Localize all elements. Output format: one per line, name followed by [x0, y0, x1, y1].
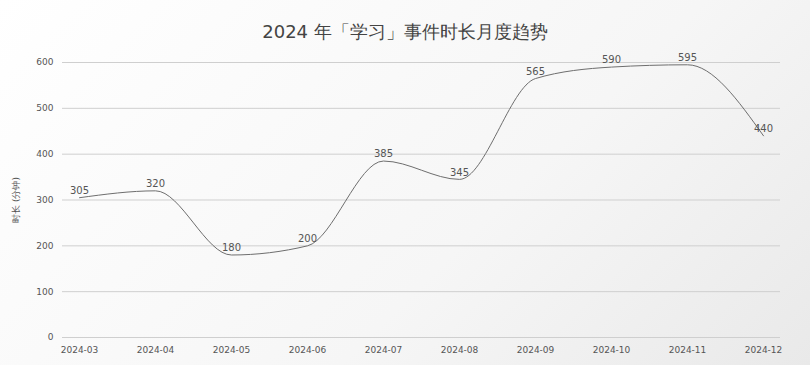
svg-text:590: 590: [602, 54, 621, 65]
svg-text:595: 595: [678, 52, 697, 63]
svg-text:345: 345: [450, 167, 469, 178]
html-text:2024 年「学习」事件时长月度趋势: 2024 年「学习」事件时长月度趋势: [262, 21, 548, 42]
svg-text:2024-08: 2024-08: [441, 345, 479, 355]
svg-text:200: 200: [36, 241, 53, 251]
svg-text:2024-09: 2024-09: [517, 345, 555, 355]
svg-text:320: 320: [146, 178, 165, 189]
svg-text:100: 100: [36, 287, 53, 297]
svg-text:0: 0: [48, 332, 54, 342]
svg-text:2024-03: 2024-03: [61, 345, 99, 355]
svg-text:600: 600: [36, 57, 53, 67]
svg-text:2024-06: 2024-06: [289, 345, 327, 355]
svg-text:305: 305: [70, 185, 89, 196]
svg-text:200: 200: [298, 233, 317, 244]
svg-text:440: 440: [754, 123, 773, 134]
svg-text:2024-10: 2024-10: [593, 345, 631, 355]
svg-text:180: 180: [222, 242, 241, 253]
svg-text:300: 300: [36, 195, 53, 205]
svg-text:2024-04: 2024-04: [137, 345, 175, 355]
svg-text:385: 385: [374, 148, 393, 159]
svg-text:400: 400: [36, 149, 53, 159]
svg-text:时长 (分钟): 时长 (分钟): [11, 177, 21, 223]
svg-text:2024-11: 2024-11: [669, 345, 707, 355]
svg-text:2024-12: 2024-12: [745, 345, 783, 355]
svg-text:2024-05: 2024-05: [213, 345, 251, 355]
svg-text:565: 565: [526, 66, 545, 77]
svg-text:2024-07: 2024-07: [365, 345, 403, 355]
svg-text:500: 500: [36, 103, 53, 113]
